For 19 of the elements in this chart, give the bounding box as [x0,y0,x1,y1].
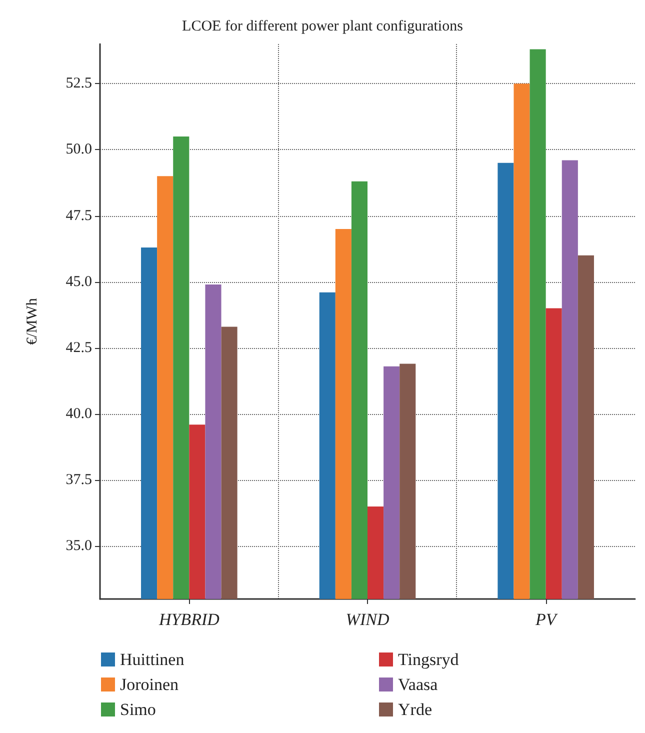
x-tick-label: WIND [346,610,390,629]
x-tick-label: PV [534,610,559,629]
y-tick-label: 35.0 [66,538,92,554]
y-tick-label: 40.0 [66,406,92,422]
y-tick-label: 42.5 [66,340,92,356]
y-tick-label: 37.5 [66,472,92,488]
legend-label: Vaasa [398,675,438,694]
legend-label: Yrde [398,700,432,719]
y-tick-label: 47.5 [66,208,92,224]
y-tick-label: 50.0 [66,142,92,158]
y-tick-label: 52.5 [66,76,92,92]
legend-label: Joroinen [120,675,180,694]
y-axis-title: €/MWh [24,298,40,345]
legend-label: Huittinen [120,650,185,669]
legend-label: Simo [120,700,156,719]
x-tick-label: HYBRID [158,610,220,629]
y-tick-label: 45.0 [66,274,92,290]
legend-label: Tingsryd [398,650,460,669]
chart-title: LCOE for different power plant configurations [182,18,464,34]
